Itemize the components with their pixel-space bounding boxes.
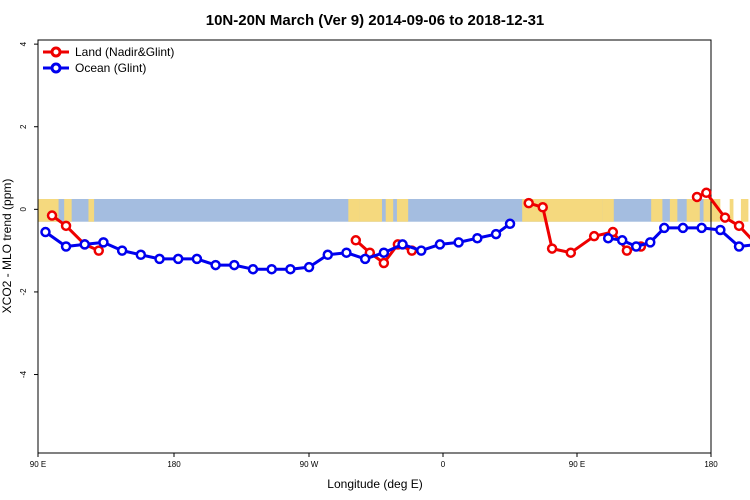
data-point [229, 259, 240, 271]
x-tick-label: 0 [441, 460, 446, 469]
data-point [677, 222, 689, 234]
data-point [341, 247, 352, 258]
series-line [51, 214, 100, 252]
data-point [733, 241, 745, 252]
x-tick-label: 180 [167, 460, 181, 469]
land-patch [602, 199, 614, 222]
data-point [490, 228, 502, 240]
data-point [266, 263, 277, 275]
series-layer [40, 187, 750, 275]
legend-marker-land [50, 46, 62, 58]
data-point [504, 218, 516, 230]
land-patch [686, 199, 700, 222]
data-point [98, 237, 109, 248]
data-point [715, 224, 726, 236]
data-point [322, 249, 334, 261]
land-patch [651, 199, 663, 222]
data-point [415, 245, 427, 256]
legend-item-land: Land (Nadir&Glint) [43, 45, 174, 59]
plot-frame [37, 39, 712, 454]
data-point [733, 220, 745, 232]
land-patch [64, 199, 72, 222]
series-ocean [40, 218, 750, 275]
data-point [719, 212, 731, 223]
x-tick-label: 90 E [569, 460, 585, 469]
land-patch [669, 199, 678, 222]
data-point [659, 222, 670, 234]
legend-label-ocean: Ocean (Glint) [75, 61, 146, 75]
y-tick-label: 4 [19, 41, 28, 46]
data-point [696, 222, 707, 234]
data-point [546, 243, 558, 254]
land-patch [374, 199, 382, 222]
land-patch [396, 199, 409, 222]
data-point [359, 253, 371, 265]
map-band [38, 199, 749, 222]
data-point [453, 237, 464, 248]
data-point [154, 253, 165, 265]
data-point [378, 247, 390, 258]
legend: Land (Nadir&Glint) Ocean (Glint) [43, 45, 174, 75]
x-tick-label: 180 [704, 460, 718, 469]
data-point [285, 263, 296, 275]
data-point [621, 245, 633, 256]
data-point [60, 220, 72, 232]
data-point [135, 249, 147, 261]
land-patch [385, 199, 394, 222]
data-point [588, 230, 600, 242]
y-tick-label: -4 [19, 370, 28, 378]
data-point [602, 232, 614, 244]
data-point [40, 226, 51, 238]
y-axis-label: XCO2 - MLO trend (ppm) [0, 179, 14, 314]
data-point [397, 239, 408, 250]
land-patch [88, 199, 95, 222]
data-point [378, 257, 390, 269]
data-point [93, 245, 105, 256]
y-tick-label: 2 [19, 124, 28, 129]
data-point [434, 239, 446, 250]
data-point [60, 241, 72, 252]
data-point [472, 232, 483, 244]
legend-marker-ocean [50, 62, 62, 74]
land-patch [729, 199, 734, 222]
x-axis-ticks: 90 E 180 90 W 0 90 E 180 [30, 453, 718, 469]
x-axis-label: Longitude (deg E) [327, 477, 422, 491]
land-patch [740, 199, 749, 222]
data-point [644, 237, 656, 248]
data-point [191, 253, 203, 265]
data-point [350, 235, 362, 246]
y-axis-ticks: 4 2 0 -2 -4 [19, 41, 38, 378]
legend-label-land: Land (Nadir&Glint) [75, 45, 174, 59]
data-point [172, 253, 184, 265]
data-point [565, 247, 577, 258]
land-patch [359, 199, 375, 222]
data-point [116, 245, 128, 256]
data-point [630, 241, 642, 252]
legend-item-ocean: Ocean (Glint) [43, 61, 146, 75]
x-tick-label: 90 E [30, 460, 46, 469]
data-point [616, 235, 628, 246]
data-point [701, 187, 712, 199]
y-tick-label: -2 [19, 288, 28, 296]
land-patch [348, 199, 360, 222]
data-point [691, 191, 703, 203]
data-point [46, 210, 58, 221]
land-patch [522, 199, 603, 222]
data-point [210, 259, 221, 271]
data-point [247, 263, 259, 275]
y-tick-label: 0 [19, 207, 28, 212]
data-point [523, 197, 534, 209]
data-point [79, 239, 90, 250]
data-point [537, 202, 548, 213]
x-tick-label: 90 W [300, 460, 319, 469]
chart-title: 10N-20N March (Ver 9) 2014-09-06 to 2018… [206, 12, 545, 29]
data-point [303, 261, 315, 273]
